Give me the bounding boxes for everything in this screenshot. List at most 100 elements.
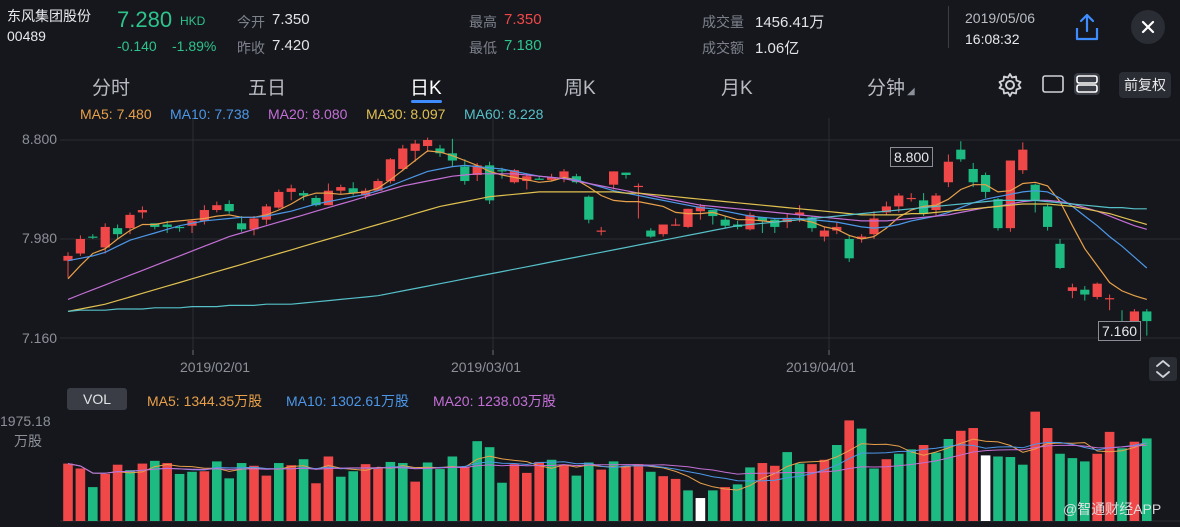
candle-body xyxy=(137,210,147,213)
volume-bar xyxy=(522,472,532,521)
candle-body xyxy=(274,191,284,208)
volume-bar xyxy=(88,487,98,521)
high-price-marker: 8.800 xyxy=(890,147,934,167)
volume-bar xyxy=(385,461,396,521)
tab-intraday[interactable]: 分时 xyxy=(92,78,131,99)
vol-ma5-legend: MA5: 1344.35万股 xyxy=(147,393,263,409)
share-icon[interactable] xyxy=(1073,12,1101,42)
ma5-legend: MA5: 7.480 xyxy=(80,106,152,122)
volume-bar xyxy=(720,487,730,521)
volume-bar xyxy=(980,455,991,521)
tab-weekly-k[interactable]: 周K xyxy=(564,78,596,99)
volume-bar xyxy=(63,463,73,521)
chevron-updown-icon[interactable] xyxy=(1148,356,1178,382)
candle-body xyxy=(1129,311,1139,324)
y-label-high: 8.800 xyxy=(22,131,58,147)
stock-name: 东风集团股份 xyxy=(7,8,91,24)
vol-indicator-button[interactable]: VOL xyxy=(67,388,127,410)
close-button[interactable] xyxy=(1131,10,1165,44)
volume-bar xyxy=(1129,441,1140,521)
candle-body xyxy=(943,161,953,183)
open-label: 今开 xyxy=(237,14,265,30)
candlestick-chart[interactable] xyxy=(0,0,1180,390)
ma-line-ma20 xyxy=(67,173,1147,300)
volume-bar xyxy=(782,452,792,521)
prev-close-value: 7.420 xyxy=(272,37,310,54)
layout-single-button[interactable] xyxy=(1040,73,1066,95)
candle-body xyxy=(559,171,569,178)
volume-bar xyxy=(323,456,334,521)
turnover-label: 成交额 xyxy=(702,40,744,56)
ma10-legend: MA10: 7.738 xyxy=(170,106,250,122)
tab-daily-k[interactable]: 日K xyxy=(410,78,442,99)
price-adjust-button[interactable]: 前复权 xyxy=(1119,72,1171,98)
volume-bar xyxy=(336,476,346,521)
volume-bar xyxy=(571,475,582,521)
volume-bar xyxy=(174,473,185,521)
candle-body xyxy=(1092,283,1102,297)
candle-body xyxy=(633,185,643,188)
volume-bar xyxy=(311,483,321,521)
candle-body xyxy=(435,148,445,154)
tab-monthly-k[interactable]: 月K xyxy=(721,78,753,99)
candle-body xyxy=(547,177,557,180)
candle-body xyxy=(609,171,619,185)
candle-body xyxy=(881,206,891,213)
volume-bar xyxy=(819,459,830,521)
candle-body xyxy=(150,223,160,227)
gear-icon[interactable] xyxy=(997,72,1023,98)
volume-bar xyxy=(249,465,259,521)
tab-minute-label: 分钟 xyxy=(867,78,906,99)
quote-time: 16:08:32 xyxy=(965,31,1020,47)
volume-bar xyxy=(274,463,284,521)
candle-body xyxy=(88,236,98,238)
volume-bar xyxy=(906,449,916,521)
candle-body xyxy=(212,205,222,211)
candle-body xyxy=(906,197,916,200)
volume-bar xyxy=(794,463,805,521)
candle-body xyxy=(125,214,135,229)
candle-body xyxy=(63,255,73,261)
candle-body xyxy=(398,148,408,169)
candle-body xyxy=(385,159,395,182)
volume-bar xyxy=(559,465,569,521)
volume-bar xyxy=(1117,448,1127,521)
volume-bar xyxy=(670,478,681,521)
volume-bar xyxy=(869,468,879,521)
candle-body xyxy=(522,176,532,182)
tab-five-day[interactable]: 五日 xyxy=(248,78,287,99)
candle-body xyxy=(423,140,433,147)
ma-line-ma30 xyxy=(67,191,1147,312)
candle-body xyxy=(534,178,544,180)
candle-body xyxy=(447,153,457,161)
watermark: @智通财经APP xyxy=(1063,501,1162,517)
candle-body xyxy=(1142,311,1152,322)
active-tab-indicator xyxy=(411,100,442,103)
volume-bar xyxy=(1005,457,1016,521)
layout-split-icon xyxy=(1076,75,1098,93)
candle-body xyxy=(224,203,234,212)
vol-unit-label: 万股 xyxy=(14,433,42,449)
candle-body xyxy=(1067,287,1077,291)
volume-bar xyxy=(1030,411,1040,521)
prev-close-label: 昨收 xyxy=(237,40,265,56)
volume-bar xyxy=(832,444,842,521)
candle-body xyxy=(782,218,792,223)
volume-bar xyxy=(881,459,892,521)
candle-body xyxy=(1080,289,1090,295)
volume-bar xyxy=(658,476,668,521)
layout-split-button[interactable] xyxy=(1074,73,1100,95)
ma60-legend: MA60: 8.228 xyxy=(464,106,544,122)
tab-minute[interactable]: 分钟 ◢ xyxy=(867,73,915,100)
volume-bar xyxy=(931,452,941,521)
volume-bar xyxy=(534,461,544,521)
high-value: 7.350 xyxy=(504,11,542,28)
volume-bar xyxy=(596,469,606,521)
candle-body xyxy=(100,226,110,248)
volume-bar xyxy=(236,463,247,521)
candle-body xyxy=(249,218,259,230)
vol-ma10-line xyxy=(67,441,1147,482)
y-label-low: 7.160 xyxy=(22,330,58,346)
dropdown-triangle-icon: ◢ xyxy=(907,86,915,97)
